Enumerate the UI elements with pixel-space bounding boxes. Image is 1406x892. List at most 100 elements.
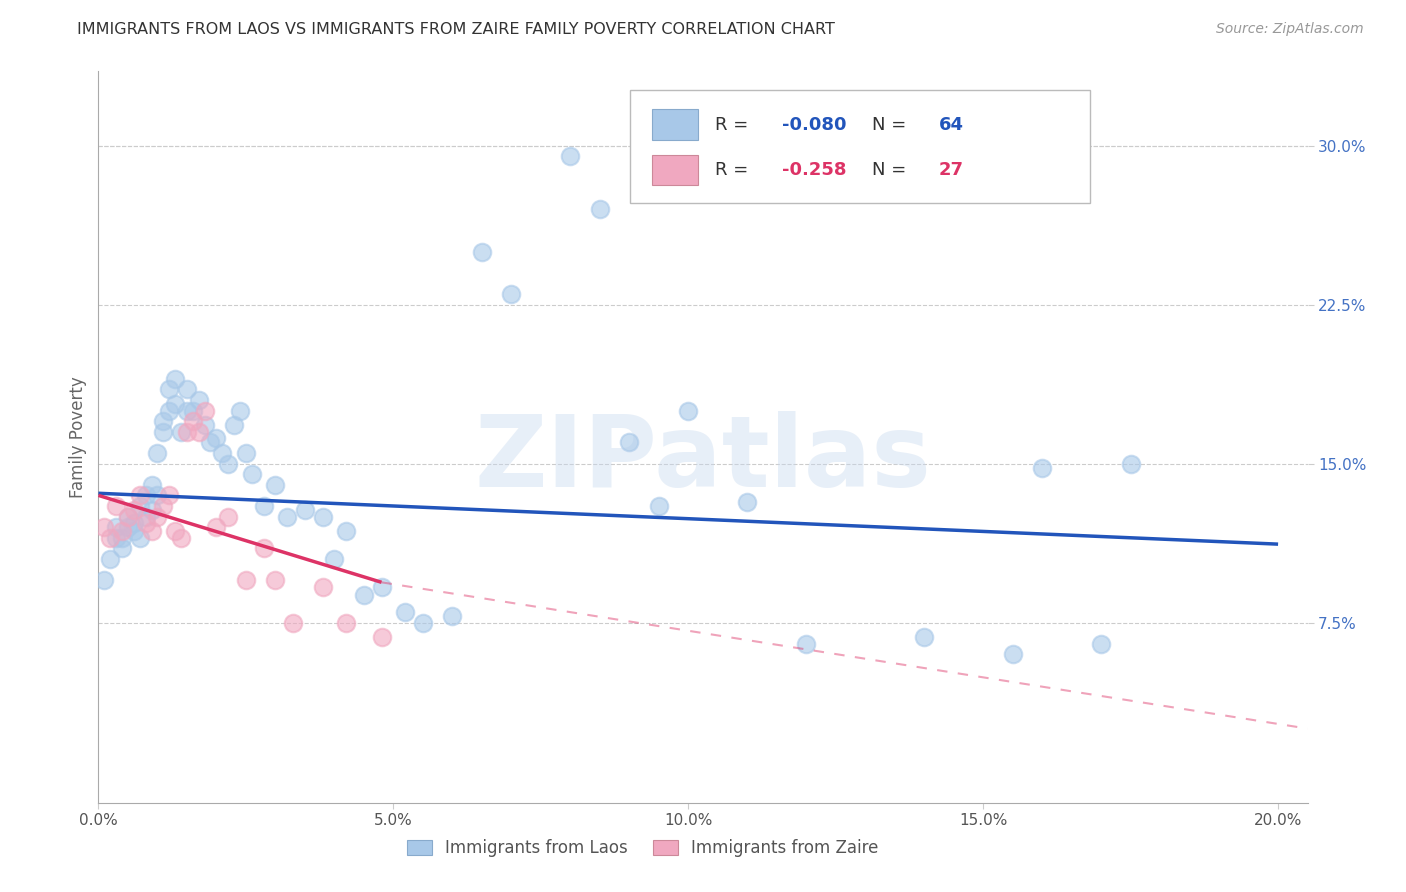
Point — [135, 516, 157, 530]
Point — [111, 531, 134, 545]
Point — [229, 403, 252, 417]
Point — [157, 488, 180, 502]
Point — [141, 477, 163, 491]
Text: IMMIGRANTS FROM LAOS VS IMMIGRANTS FROM ZAIRE FAMILY POVERTY CORRELATION CHART: IMMIGRANTS FROM LAOS VS IMMIGRANTS FROM … — [77, 22, 835, 37]
Point — [157, 383, 180, 397]
Point — [311, 580, 333, 594]
Point — [441, 609, 464, 624]
Point — [122, 524, 145, 539]
Point — [335, 615, 357, 630]
Point — [117, 509, 139, 524]
Point — [281, 615, 304, 630]
Point — [1119, 457, 1142, 471]
Point — [794, 637, 817, 651]
Point — [252, 541, 274, 556]
Point — [311, 509, 333, 524]
Point — [205, 520, 228, 534]
Text: ZIPatlas: ZIPatlas — [475, 410, 931, 508]
Point — [141, 524, 163, 539]
Point — [181, 414, 204, 428]
Point — [276, 509, 298, 524]
FancyBboxPatch shape — [630, 90, 1090, 203]
Point — [105, 531, 128, 545]
Point — [105, 499, 128, 513]
Text: N =: N = — [872, 116, 912, 134]
Point — [122, 503, 145, 517]
Point — [98, 531, 121, 545]
Point — [370, 631, 392, 645]
Text: N =: N = — [872, 161, 912, 179]
Point — [323, 552, 346, 566]
Point — [589, 202, 612, 216]
Point — [501, 287, 523, 301]
Point — [117, 520, 139, 534]
Point — [560, 149, 582, 163]
Legend: Immigrants from Laos, Immigrants from Zaire: Immigrants from Laos, Immigrants from Za… — [399, 832, 886, 864]
Point — [152, 425, 174, 439]
Text: -0.258: -0.258 — [782, 161, 846, 179]
Point — [200, 435, 222, 450]
Point — [217, 509, 239, 524]
Point — [412, 615, 434, 630]
Point — [912, 631, 935, 645]
Point — [294, 503, 316, 517]
Point — [98, 552, 121, 566]
Point — [211, 446, 233, 460]
FancyBboxPatch shape — [652, 110, 699, 140]
Point — [128, 488, 150, 502]
Point — [122, 516, 145, 530]
Point — [1031, 460, 1053, 475]
Point — [353, 588, 375, 602]
Point — [146, 446, 169, 460]
Point — [370, 580, 392, 594]
Point — [165, 372, 187, 386]
Point — [187, 425, 209, 439]
Point — [335, 524, 357, 539]
Point — [264, 573, 287, 587]
Y-axis label: Family Poverty: Family Poverty — [69, 376, 87, 498]
Point — [170, 531, 193, 545]
Point — [111, 541, 134, 556]
Point — [141, 503, 163, 517]
Point — [235, 446, 257, 460]
Point — [128, 531, 150, 545]
Point — [252, 499, 274, 513]
Text: 27: 27 — [939, 161, 963, 179]
Point — [135, 488, 157, 502]
Text: 64: 64 — [939, 116, 963, 134]
Point — [222, 418, 245, 433]
Point — [235, 573, 257, 587]
Point — [264, 477, 287, 491]
Point — [170, 425, 193, 439]
Point — [128, 499, 150, 513]
Point — [194, 403, 217, 417]
Point — [187, 392, 209, 407]
Text: Source: ZipAtlas.com: Source: ZipAtlas.com — [1216, 22, 1364, 37]
Point — [117, 509, 139, 524]
Point — [181, 403, 204, 417]
Point — [157, 403, 180, 417]
Point — [152, 499, 174, 513]
Point — [217, 457, 239, 471]
Point — [165, 524, 187, 539]
Point — [240, 467, 263, 482]
Point — [471, 244, 494, 259]
Text: R =: R = — [716, 116, 754, 134]
Point — [648, 499, 671, 513]
Point — [176, 383, 198, 397]
Point — [176, 425, 198, 439]
Point — [152, 414, 174, 428]
Point — [1001, 648, 1024, 662]
Point — [194, 418, 217, 433]
Text: -0.080: -0.080 — [782, 116, 846, 134]
Point — [105, 520, 128, 534]
Point — [205, 431, 228, 445]
Point — [93, 520, 115, 534]
Point — [135, 509, 157, 524]
FancyBboxPatch shape — [652, 154, 699, 186]
Text: R =: R = — [716, 161, 754, 179]
Point — [735, 494, 758, 508]
Point — [146, 488, 169, 502]
Point — [93, 573, 115, 587]
Point — [111, 524, 134, 539]
